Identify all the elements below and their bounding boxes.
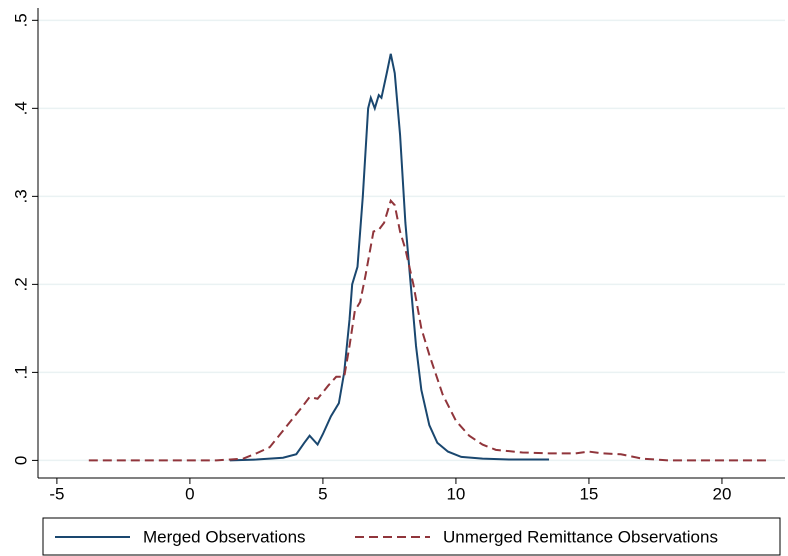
x-tick-label: 0 [185, 484, 194, 503]
x-tick-label: 20 [712, 484, 731, 503]
y-tick-label: .1 [11, 365, 30, 379]
series-line [88, 198, 768, 462]
x-tick-label: 15 [579, 484, 598, 503]
x-tick-label: 10 [446, 484, 465, 503]
series-line [229, 53, 550, 462]
x-tick-label: 5 [318, 484, 327, 503]
y-tick-label: .3 [11, 189, 30, 203]
y-tick-label: .4 [11, 101, 30, 115]
legend-label: Merged Observations [143, 527, 306, 546]
x-tick-label: -5 [49, 484, 64, 503]
legend-label: Unmerged Remittance Observations [443, 527, 718, 546]
y-tick-label: 0 [11, 456, 30, 465]
y-tick-label: .2 [11, 277, 30, 291]
y-tick-label: .5 [11, 13, 30, 27]
